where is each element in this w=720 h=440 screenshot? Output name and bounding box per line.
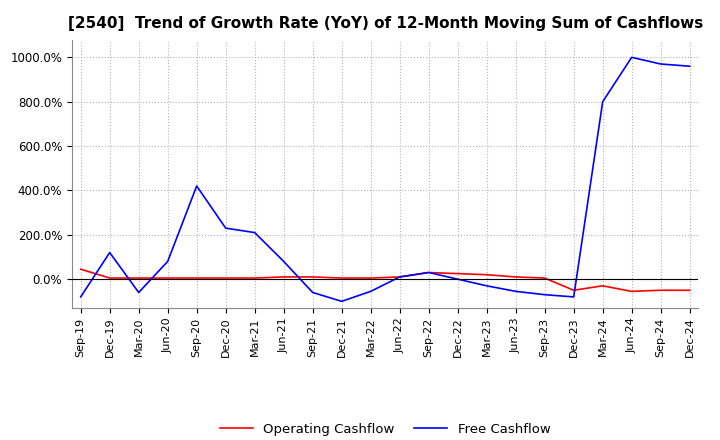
Free Cashflow xyxy=(598,99,607,104)
Free Cashflow xyxy=(251,230,259,235)
Legend: Operating Cashflow, Free Cashflow: Operating Cashflow, Free Cashflow xyxy=(215,418,556,440)
Free Cashflow xyxy=(395,274,404,279)
Operating Cashflow xyxy=(76,267,85,272)
Operating Cashflow xyxy=(105,275,114,281)
Free Cashflow xyxy=(135,290,143,295)
Operating Cashflow xyxy=(308,274,317,279)
Free Cashflow xyxy=(192,183,201,189)
Free Cashflow xyxy=(627,55,636,60)
Free Cashflow xyxy=(279,259,288,264)
Free Cashflow xyxy=(454,276,462,282)
Operating Cashflow xyxy=(251,275,259,281)
Free Cashflow xyxy=(541,292,549,297)
Free Cashflow xyxy=(105,250,114,255)
Operating Cashflow xyxy=(685,288,694,293)
Free Cashflow xyxy=(511,289,520,294)
Title: [2540]  Trend of Growth Rate (YoY) of 12-Month Moving Sum of Cashflows: [2540] Trend of Growth Rate (YoY) of 12-… xyxy=(68,16,703,32)
Free Cashflow xyxy=(366,289,375,294)
Operating Cashflow xyxy=(395,274,404,279)
Free Cashflow xyxy=(163,259,172,264)
Free Cashflow xyxy=(657,61,665,66)
Free Cashflow xyxy=(685,63,694,69)
Operating Cashflow xyxy=(598,283,607,289)
Free Cashflow xyxy=(76,294,85,300)
Line: Free Cashflow: Free Cashflow xyxy=(81,57,690,301)
Operating Cashflow xyxy=(541,275,549,281)
Operating Cashflow xyxy=(135,275,143,281)
Operating Cashflow xyxy=(163,275,172,281)
Operating Cashflow xyxy=(424,270,433,275)
Free Cashflow xyxy=(221,226,230,231)
Operating Cashflow xyxy=(482,272,491,277)
Free Cashflow xyxy=(308,290,317,295)
Operating Cashflow xyxy=(192,275,201,281)
Operating Cashflow xyxy=(454,271,462,276)
Free Cashflow xyxy=(338,299,346,304)
Free Cashflow xyxy=(570,294,578,300)
Operating Cashflow xyxy=(511,274,520,279)
Operating Cashflow xyxy=(570,288,578,293)
Free Cashflow xyxy=(482,283,491,289)
Operating Cashflow xyxy=(279,274,288,279)
Operating Cashflow xyxy=(338,275,346,281)
Operating Cashflow xyxy=(627,289,636,294)
Line: Operating Cashflow: Operating Cashflow xyxy=(81,269,690,291)
Operating Cashflow xyxy=(221,275,230,281)
Operating Cashflow xyxy=(366,275,375,281)
Operating Cashflow xyxy=(657,288,665,293)
Free Cashflow xyxy=(424,270,433,275)
